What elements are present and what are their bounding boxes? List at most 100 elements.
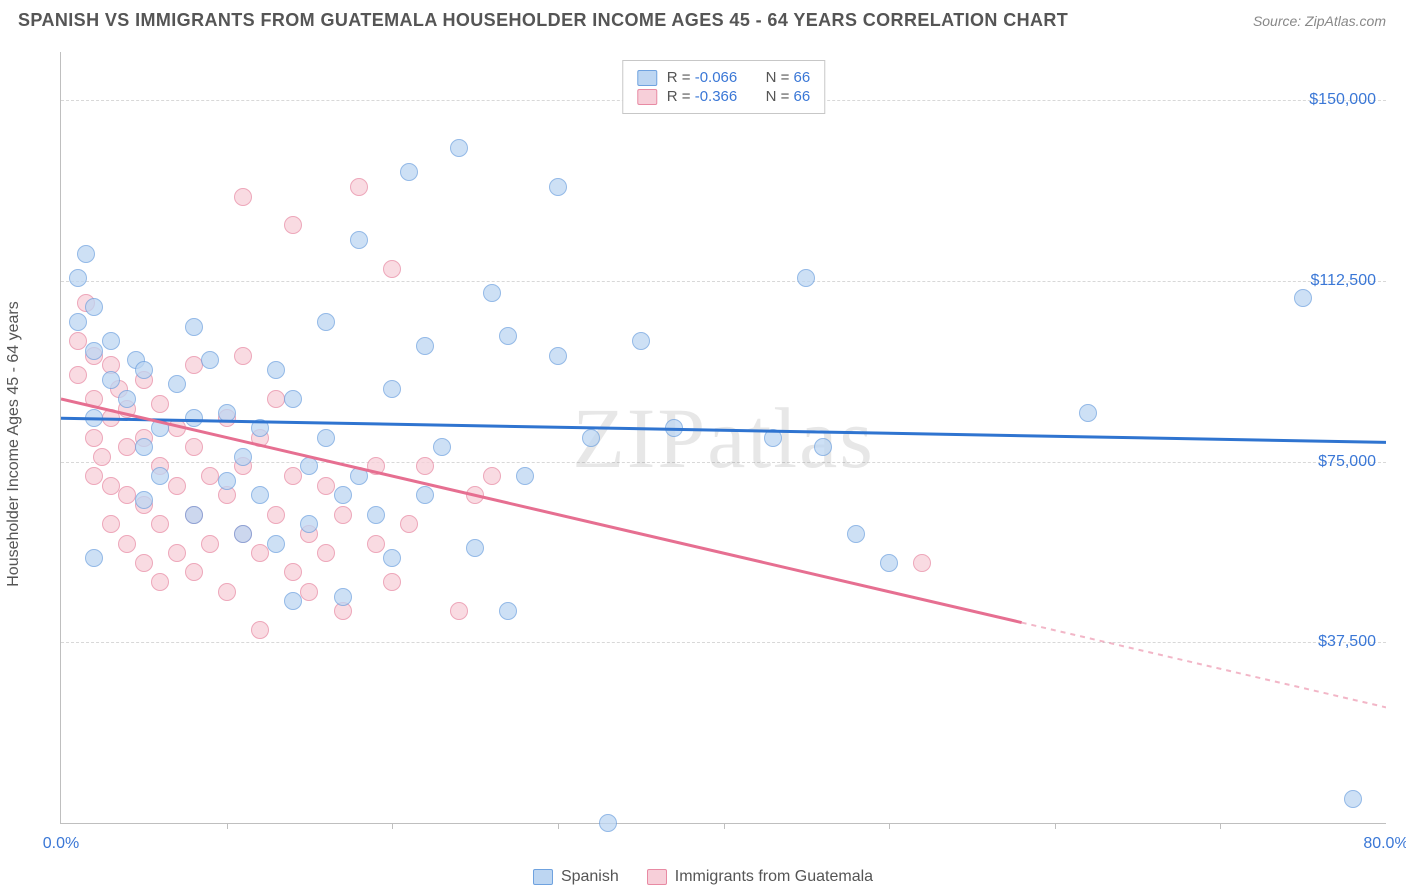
data-point [267,535,285,553]
data-point [201,467,219,485]
data-point [135,554,153,572]
data-point [251,419,269,437]
data-point [251,486,269,504]
data-point [201,351,219,369]
data-point [102,371,120,389]
n-label: N = 66 [766,69,811,86]
data-point [168,419,186,437]
data-point [350,467,368,485]
y-tick-label: $150,000 [1309,91,1376,109]
legend-item: Spanish [533,868,619,886]
x-tick [558,823,559,829]
data-point [483,467,501,485]
data-point [118,486,136,504]
data-point [102,409,120,427]
series-legend: Spanish Immigrants from Guatemala [0,868,1406,886]
data-point [118,535,136,553]
data-point [1344,790,1362,808]
data-point [118,438,136,456]
data-point [267,390,285,408]
data-point [284,592,302,610]
legend-swatch [647,869,667,885]
data-point [151,419,169,437]
plot-area: ZIPatlas R = -0.066 N = 66 R = -0.366 N =… [60,52,1386,824]
x-tick [889,823,890,829]
data-point [350,231,368,249]
data-point [383,380,401,398]
y-tick-label: $37,500 [1318,633,1376,651]
gridline [61,642,1386,643]
data-point [913,554,931,572]
y-axis-label: Householder Income Ages 45 - 64 years [5,301,23,587]
data-point [300,515,318,533]
x-max-label: 80.0% [1363,835,1406,853]
legend-label: Immigrants from Guatemala [675,868,873,886]
plot-wrap: Householder Income Ages 45 - 64 years ZI… [48,44,1394,844]
data-point [251,621,269,639]
data-point [118,390,136,408]
data-point [400,515,418,533]
data-point [85,342,103,360]
data-point [185,318,203,336]
data-point [185,438,203,456]
data-point [185,563,203,581]
data-point [300,583,318,601]
data-point [69,313,87,331]
data-point [1079,404,1097,422]
data-point [599,814,617,832]
data-point [69,269,87,287]
watermark: ZIPatlas [572,388,875,488]
r-label: R = -0.366 [667,88,737,105]
data-point [151,573,169,591]
stats-legend-row: R = -0.066 N = 66 [637,69,810,86]
data-point [85,429,103,447]
x-tick [392,823,393,829]
data-point [350,178,368,196]
data-point [400,163,418,181]
data-point [317,429,335,447]
data-point [499,327,517,345]
data-point [102,515,120,533]
data-point [499,602,517,620]
data-point [334,506,352,524]
data-point [135,361,153,379]
data-point [450,139,468,157]
data-point [334,486,352,504]
data-point [267,506,285,524]
data-point [85,467,103,485]
gridline [61,462,1386,463]
data-point [69,332,87,350]
data-point [168,477,186,495]
data-point [85,298,103,316]
source-label: Source: ZipAtlas.com [1253,13,1386,29]
data-point [218,404,236,422]
data-point [367,535,385,553]
gridline [61,281,1386,282]
data-point [317,544,335,562]
data-point [168,544,186,562]
data-point [582,429,600,447]
x-min-label: 0.0% [43,835,79,853]
y-tick-label: $75,000 [1318,453,1376,471]
data-point [466,539,484,557]
data-point [218,472,236,490]
r-label: R = -0.066 [667,69,737,86]
data-point [234,188,252,206]
data-point [151,467,169,485]
data-point [1294,289,1312,307]
data-point [218,583,236,601]
legend-swatch [637,89,657,105]
legend-label: Spanish [561,868,619,886]
data-point [234,525,252,543]
data-point [234,347,252,365]
data-point [516,467,534,485]
data-point [85,549,103,567]
data-point [317,313,335,331]
data-point [185,409,203,427]
chart-title: SPANISH VS IMMIGRANTS FROM GUATEMALA HOU… [18,10,1068,31]
data-point [797,269,815,287]
data-point [93,448,111,466]
data-point [814,438,832,456]
data-point [334,588,352,606]
data-point [383,573,401,591]
